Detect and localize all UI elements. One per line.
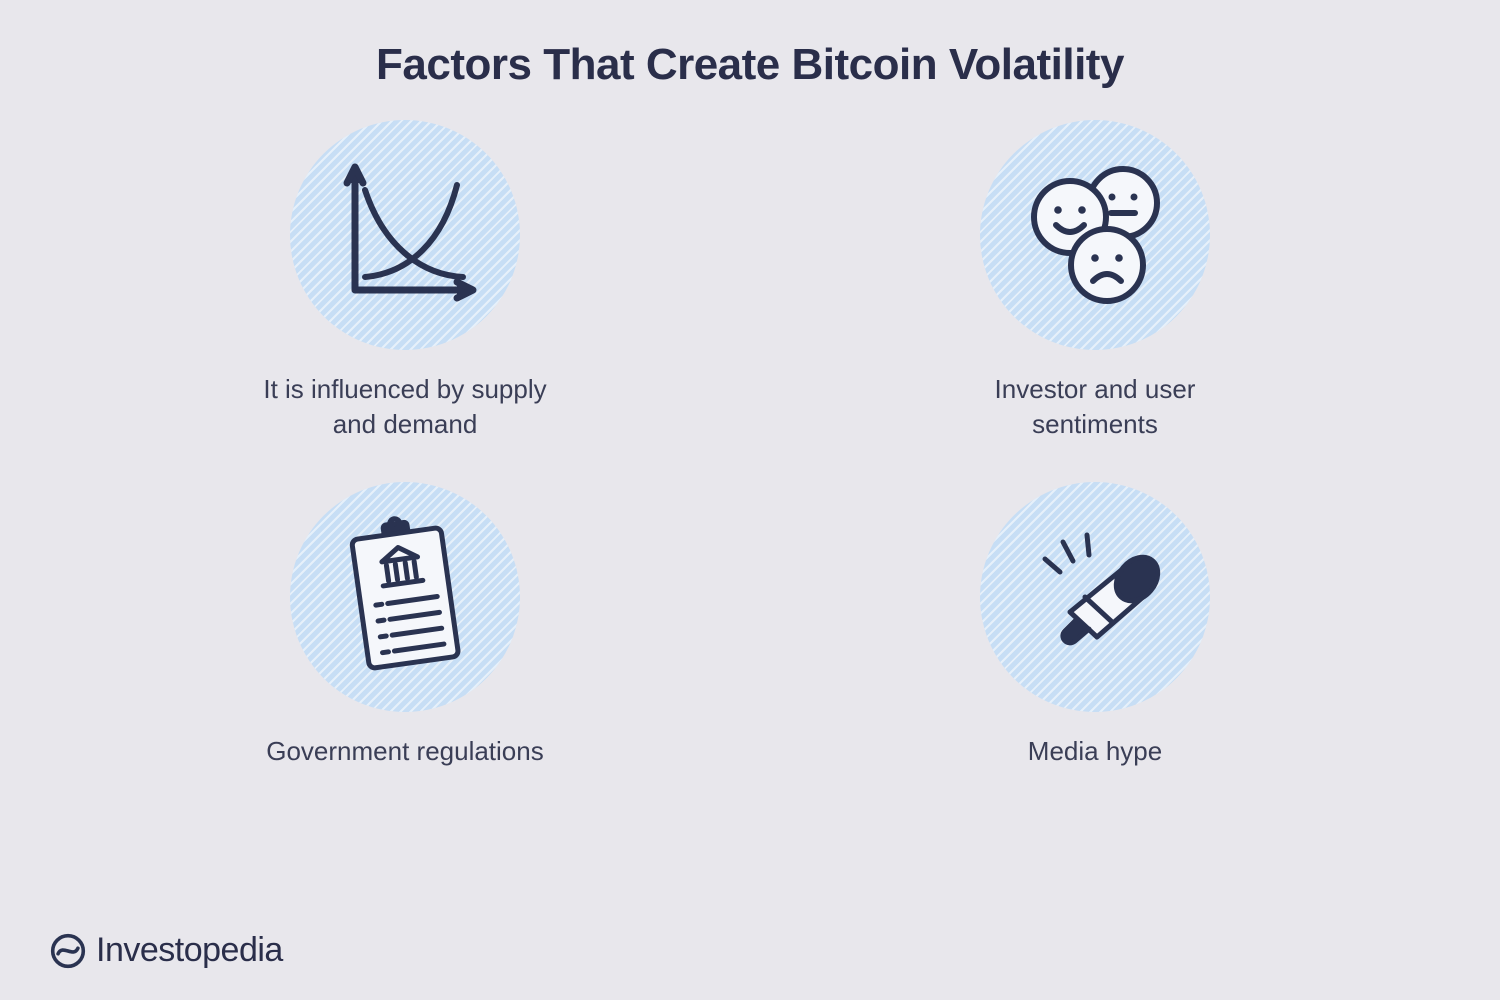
factor-caption: Investor and user sentiments [935,372,1255,442]
brand: Investopedia [50,931,283,970]
icon-circle [980,482,1210,712]
megaphone-icon [1015,517,1175,677]
factor-caption: Government regulations [266,734,543,769]
factor-grid: It is influenced by supply and demand [150,120,1350,804]
icon-circle [980,120,1210,350]
factor-regulations: Government regulations [150,482,660,804]
factor-supply-demand: It is influenced by supply and demand [150,120,660,442]
supply-demand-chart-icon [325,155,485,315]
factor-media-hype: Media hype [840,482,1350,804]
clipboard-regulation-icon [325,517,485,677]
sentiment-faces-icon [1015,155,1175,315]
factor-sentiments: Investor and user sentiments [840,120,1350,442]
factor-caption: It is influenced by supply and demand [245,372,565,442]
investopedia-logo-icon [50,933,86,969]
brand-name: Investopedia [96,931,283,970]
page-title: Factors That Create Bitcoin Volatility [0,0,1500,90]
factor-caption: Media hype [1028,734,1162,769]
icon-circle [290,120,520,350]
icon-circle [290,482,520,712]
